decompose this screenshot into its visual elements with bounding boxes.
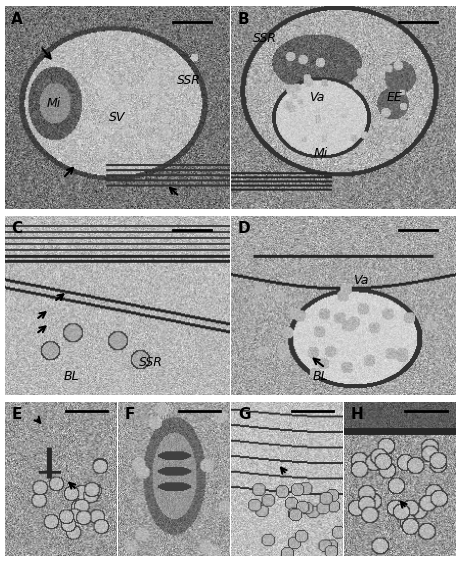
Text: A: A <box>11 12 23 27</box>
Text: D: D <box>237 221 250 237</box>
Text: E: E <box>11 406 22 422</box>
Text: BL: BL <box>64 370 79 383</box>
Text: Va: Va <box>353 274 368 287</box>
Text: SSR: SSR <box>252 31 276 44</box>
Text: EE: EE <box>386 90 402 103</box>
Text: Mi: Mi <box>313 147 327 161</box>
Text: H: H <box>350 406 363 422</box>
Text: G: G <box>237 406 250 422</box>
Text: C: C <box>11 221 22 237</box>
Text: SSR: SSR <box>138 356 162 369</box>
Text: BL: BL <box>312 370 328 383</box>
Text: Va: Va <box>308 90 323 103</box>
Text: Mi: Mi <box>47 97 61 110</box>
Text: SSR: SSR <box>176 74 200 87</box>
Text: B: B <box>237 12 249 27</box>
Text: F: F <box>124 406 134 422</box>
Text: SV: SV <box>108 111 125 124</box>
